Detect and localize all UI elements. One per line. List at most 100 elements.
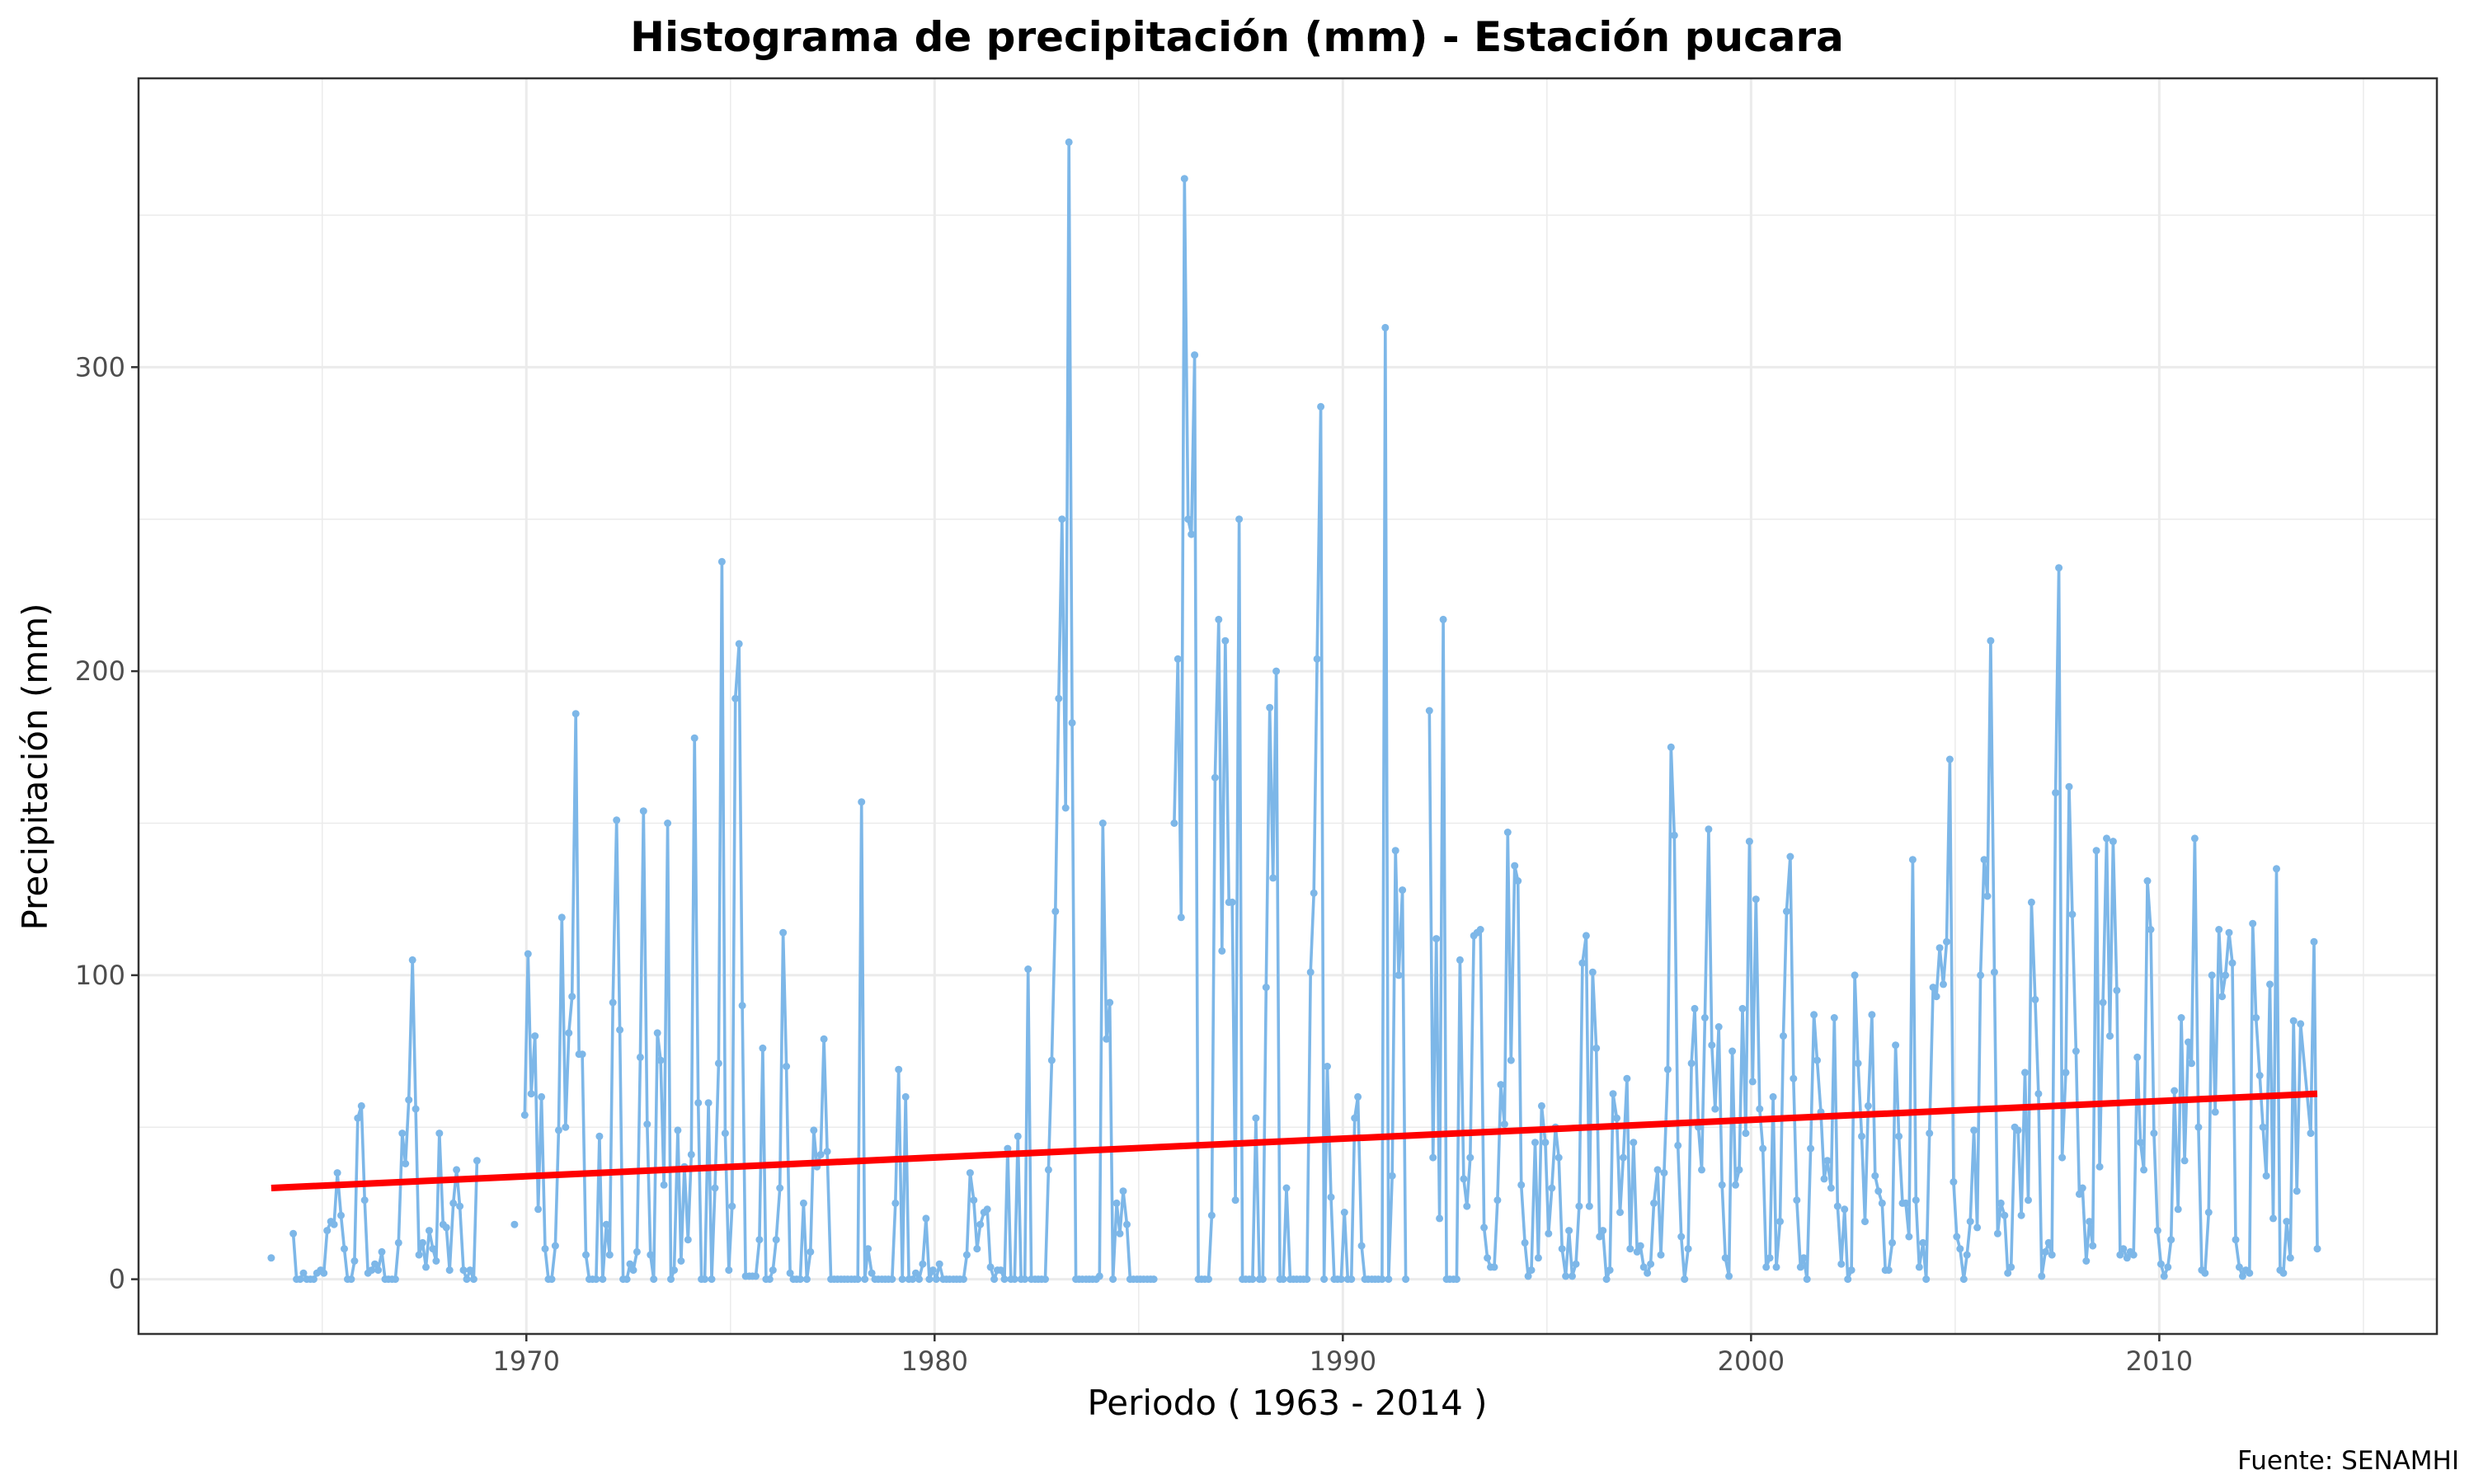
data-point	[2262, 1172, 2270, 1180]
data-point	[2215, 926, 2223, 933]
data-point	[1068, 719, 1076, 727]
data-point	[299, 1269, 308, 1277]
data-point	[1973, 1223, 1982, 1232]
data-point	[1310, 889, 1318, 897]
data-point	[1517, 1181, 1526, 1189]
data-point	[2068, 910, 2077, 918]
data-point	[1602, 1275, 1611, 1284]
data-point	[1762, 1263, 1771, 1271]
data-point	[595, 1132, 604, 1140]
data-point	[2116, 1251, 2124, 1259]
data-point	[1021, 1275, 1029, 1284]
data-point	[1103, 1035, 1111, 1043]
data-point	[2137, 1139, 2145, 1147]
data-point	[1670, 831, 1678, 839]
data-point	[578, 1050, 586, 1059]
data-point	[412, 1105, 420, 1113]
data-point	[1922, 1275, 1931, 1284]
data-point	[1184, 515, 1192, 524]
data-point	[1878, 1199, 1886, 1207]
data-point	[1562, 1272, 1570, 1280]
data-point	[2147, 926, 2155, 933]
data-point	[2266, 980, 2274, 989]
data-point	[1854, 1059, 1862, 1068]
data-point	[2072, 1047, 2080, 1055]
data-point	[2052, 789, 2060, 797]
data-point	[807, 1247, 815, 1256]
data-point	[1537, 1101, 1545, 1110]
data-point	[565, 1029, 573, 1037]
data-point	[445, 1266, 454, 1275]
data-point	[1769, 1092, 1777, 1101]
data-point	[2180, 1157, 2189, 1165]
data-point	[2129, 1251, 2138, 1259]
data-point	[371, 1260, 379, 1268]
data-point	[520, 1111, 529, 1119]
data-point	[2157, 1260, 2165, 1268]
data-point	[267, 1254, 275, 1262]
data-point	[1337, 1275, 1345, 1284]
data-point	[1588, 968, 1597, 976]
data-point	[677, 1257, 685, 1265]
data-point	[1908, 856, 1917, 864]
data-point	[1460, 1175, 1468, 1183]
data-point	[459, 1266, 468, 1275]
data-point	[2289, 1017, 2298, 1025]
data-point	[524, 950, 532, 958]
data-point	[1279, 1275, 1287, 1284]
data-point	[1711, 1105, 1719, 1113]
data-point	[1616, 1209, 1624, 1216]
data-point	[2218, 993, 2227, 1001]
y-tick-label: 0	[109, 1264, 125, 1295]
data-point	[2086, 1218, 2094, 1226]
data-point	[1919, 1238, 1927, 1247]
data-point	[1977, 971, 1985, 979]
data-point	[2034, 1090, 2043, 1098]
data-point	[1935, 944, 1944, 952]
data-point	[616, 1026, 624, 1034]
data-point	[639, 807, 647, 815]
data-point	[2027, 898, 2035, 906]
data-point	[1317, 402, 1325, 411]
data-point	[571, 710, 580, 718]
data-point	[983, 1205, 991, 1214]
data-point	[895, 1065, 903, 1073]
data-point	[653, 1029, 661, 1037]
data-point	[694, 1099, 703, 1107]
data-point	[466, 1266, 474, 1275]
data-point	[1188, 530, 1196, 538]
data-point	[898, 1275, 906, 1284]
data-point	[1578, 959, 1587, 967]
data-point	[2167, 1236, 2175, 1244]
data-point	[1861, 1218, 1869, 1226]
data-point	[408, 956, 416, 964]
data-point	[1541, 1139, 1550, 1147]
data-point	[1065, 138, 1073, 146]
data-point	[1636, 1242, 1644, 1250]
data-point	[1010, 1275, 1018, 1284]
data-point	[1572, 1260, 1580, 1268]
data-point	[643, 1120, 651, 1129]
data-point	[704, 1099, 713, 1107]
data-point	[721, 1129, 729, 1138]
data-point	[1807, 1144, 1815, 1153]
data-point	[599, 1275, 607, 1284]
data-point	[1388, 1172, 1396, 1180]
data-point	[354, 1114, 362, 1122]
data-point	[2208, 971, 2216, 979]
data-point	[426, 1227, 433, 1235]
data-point	[1463, 1202, 1471, 1210]
data-point	[429, 1245, 437, 1253]
data-point	[1626, 1245, 1634, 1253]
data-point	[2228, 959, 2236, 967]
data-point	[456, 1202, 464, 1210]
data-point	[1847, 1266, 1856, 1275]
data-point	[970, 1196, 978, 1205]
data-point	[1484, 1254, 1492, 1262]
data-point	[667, 1275, 675, 1284]
data-point	[368, 1266, 376, 1275]
data-point	[738, 1002, 746, 1010]
data-point	[1170, 819, 1178, 827]
data-point	[796, 1275, 804, 1284]
data-point	[469, 1275, 477, 1284]
